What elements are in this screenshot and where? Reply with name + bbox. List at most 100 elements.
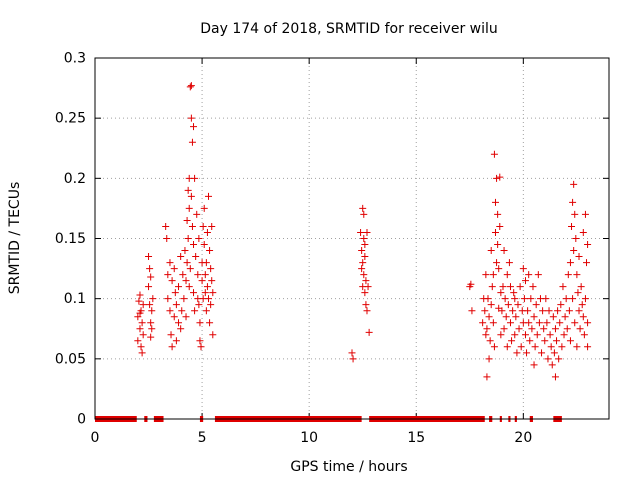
data-point bbox=[551, 325, 559, 333]
data-point bbox=[519, 265, 527, 273]
data-point bbox=[191, 307, 199, 315]
data-point bbox=[181, 247, 189, 255]
data-point bbox=[584, 343, 592, 351]
data-point bbox=[526, 337, 534, 345]
data-point bbox=[497, 331, 505, 339]
data-point bbox=[190, 289, 198, 297]
data-point bbox=[360, 235, 368, 242]
data-point bbox=[206, 319, 214, 327]
x-tick-label: 15 bbox=[407, 430, 425, 446]
data-point bbox=[209, 289, 217, 297]
data-point bbox=[177, 253, 185, 261]
data-point bbox=[479, 319, 487, 327]
data-point bbox=[550, 349, 558, 357]
data-point bbox=[162, 222, 170, 230]
data-point bbox=[547, 343, 555, 351]
data-point bbox=[498, 307, 506, 315]
x-tick-label: 5 bbox=[198, 430, 207, 446]
data-point bbox=[533, 331, 541, 339]
data-point bbox=[583, 259, 591, 267]
data-point bbox=[546, 331, 554, 339]
data-point bbox=[563, 325, 571, 333]
data-point bbox=[485, 313, 493, 321]
data-point bbox=[485, 355, 493, 363]
data-point bbox=[138, 349, 146, 357]
data-point bbox=[175, 283, 183, 291]
data-point bbox=[483, 325, 491, 333]
data-point bbox=[564, 271, 572, 279]
data-point bbox=[494, 210, 502, 218]
data-point bbox=[180, 295, 188, 303]
data-point bbox=[490, 150, 498, 158]
data-point bbox=[193, 210, 201, 218]
data-point bbox=[202, 307, 210, 315]
data-point bbox=[187, 114, 195, 122]
data-point bbox=[555, 355, 563, 363]
data-point bbox=[205, 192, 213, 200]
data-point bbox=[358, 247, 366, 255]
data-point bbox=[171, 289, 179, 297]
y-tick-label: 0.2 bbox=[64, 171, 86, 187]
data-point bbox=[134, 337, 142, 345]
data-point bbox=[138, 319, 146, 327]
data-point bbox=[186, 83, 194, 91]
y-tick-label: 0.25 bbox=[55, 111, 86, 127]
data-point bbox=[177, 325, 185, 333]
data-point bbox=[570, 180, 578, 188]
data-point bbox=[510, 289, 518, 297]
data-point bbox=[184, 186, 192, 194]
data-point bbox=[532, 301, 540, 309]
data-point bbox=[565, 307, 573, 315]
data-point bbox=[569, 198, 577, 206]
data-point bbox=[196, 337, 204, 345]
data-point bbox=[572, 235, 580, 242]
data-point bbox=[357, 228, 365, 236]
data-point bbox=[544, 355, 552, 363]
data-point bbox=[496, 222, 504, 230]
data-point bbox=[190, 123, 198, 131]
data-point bbox=[517, 343, 525, 351]
data-point bbox=[139, 331, 147, 339]
data-point bbox=[566, 337, 574, 345]
data-point bbox=[185, 283, 193, 291]
data-point bbox=[190, 241, 198, 249]
data-point bbox=[500, 247, 508, 255]
data-point bbox=[178, 307, 186, 315]
data-point bbox=[499, 283, 507, 291]
data-point bbox=[556, 319, 564, 327]
data-point bbox=[569, 295, 577, 303]
data-point bbox=[503, 343, 511, 351]
data-point bbox=[483, 373, 491, 381]
data-point bbox=[208, 222, 216, 230]
data-point bbox=[361, 241, 369, 249]
data-point bbox=[168, 277, 176, 285]
data-point bbox=[349, 355, 357, 363]
data-point bbox=[521, 277, 529, 285]
data-point bbox=[502, 313, 510, 321]
data-point bbox=[545, 307, 553, 315]
data-point bbox=[584, 319, 592, 327]
data-point bbox=[506, 283, 514, 291]
chart-title: Day 174 of 2018, SRMTID for receiver wil… bbox=[200, 21, 498, 37]
data-point bbox=[202, 259, 210, 267]
data-point bbox=[194, 271, 202, 279]
data-point bbox=[506, 319, 514, 327]
data-point bbox=[489, 319, 497, 327]
data-point bbox=[139, 301, 147, 309]
data-point bbox=[200, 204, 208, 212]
data-point bbox=[530, 313, 538, 321]
data-point bbox=[163, 235, 171, 242]
data-point bbox=[493, 259, 501, 267]
data-point bbox=[147, 319, 155, 327]
data-point bbox=[135, 297, 143, 305]
data-point bbox=[358, 265, 366, 273]
data-point bbox=[558, 343, 566, 351]
data-point bbox=[509, 307, 517, 315]
data-point bbox=[365, 328, 373, 336]
data-point bbox=[145, 283, 153, 291]
data-point bbox=[136, 309, 144, 317]
data-point bbox=[206, 247, 214, 255]
data-point bbox=[188, 138, 196, 146]
plot-frame bbox=[94, 57, 610, 420]
